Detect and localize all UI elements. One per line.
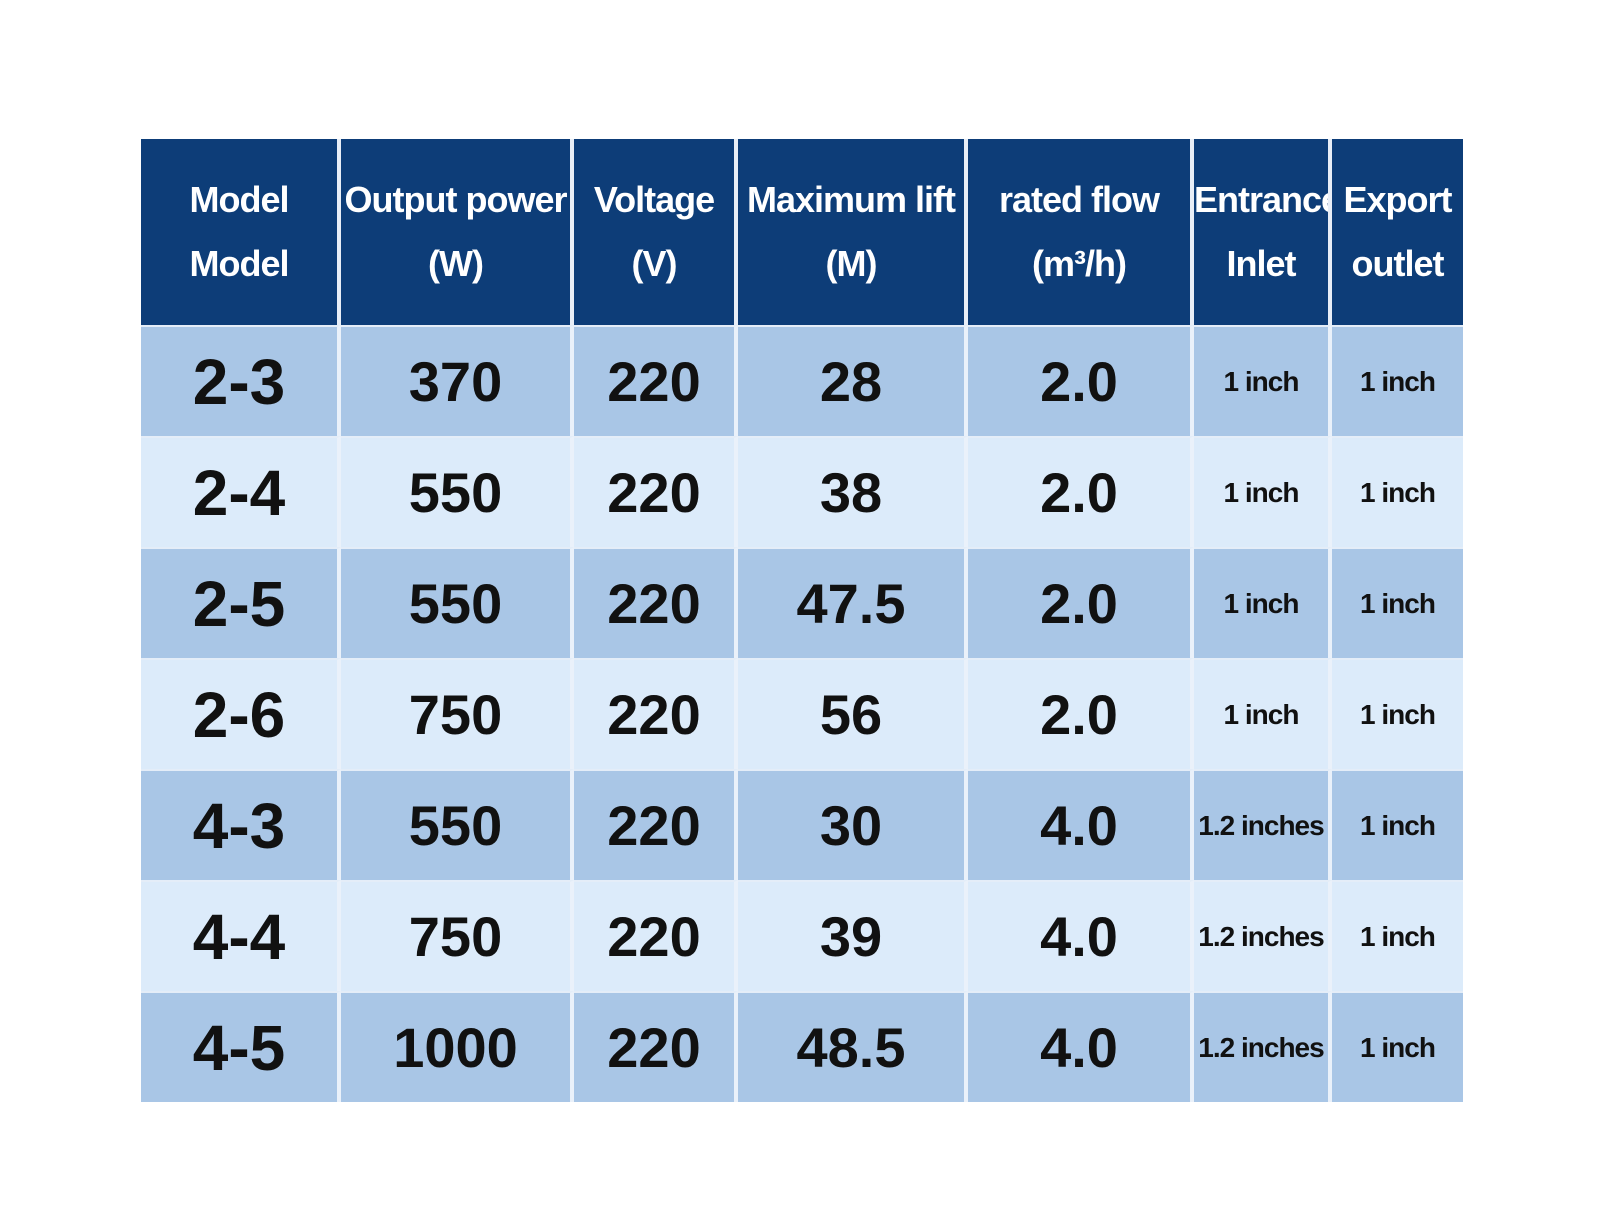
header-line1: Export — [1343, 179, 1452, 220]
header-line1: Voltage — [593, 179, 715, 220]
header-rated-flow: rated flow (m³/h) — [968, 139, 1194, 325]
cell-inlet: 1 inch — [1194, 325, 1332, 436]
cell-power: 750 — [341, 880, 574, 991]
cell-inlet: 1.2 inches — [1194, 991, 1332, 1102]
cell-lift: 28 — [738, 325, 968, 436]
cell-inlet: 1.2 inches — [1194, 880, 1332, 991]
cell-flow: 4.0 — [968, 991, 1194, 1102]
header-line2: (m³/h) — [1032, 243, 1127, 284]
cell-flow: 2.0 — [968, 658, 1194, 769]
cell-model: 4-5 — [141, 991, 341, 1102]
cell-flow: 2.0 — [968, 436, 1194, 547]
cell-lift: 39 — [738, 880, 968, 991]
header-line1: Output power — [344, 179, 568, 220]
header-line2: Model — [189, 243, 290, 284]
table-row: 2-6 750 220 56 2.0 1 inch 1 inch — [141, 658, 1463, 769]
header-line2: (W) — [428, 243, 484, 284]
table-row: 4-5 1000 220 48.5 4.0 1.2 inches 1 inch — [141, 991, 1463, 1102]
table-row: 4-3 550 220 30 4.0 1.2 inches 1 inch — [141, 769, 1463, 880]
cell-model: 2-3 — [141, 325, 341, 436]
cell-voltage: 220 — [574, 325, 738, 436]
cell-model: 4-4 — [141, 880, 341, 991]
cell-model: 2-5 — [141, 547, 341, 658]
cell-flow: 2.0 — [968, 325, 1194, 436]
cell-voltage: 220 — [574, 880, 738, 991]
cell-outlet: 1 inch — [1332, 325, 1463, 436]
header-model: Model Model — [141, 139, 341, 325]
header-row: Model Model Output power (W) Voltage (V)… — [141, 139, 1463, 325]
cell-voltage: 220 — [574, 436, 738, 547]
header-entrance-inlet: Entrance Inlet — [1194, 139, 1332, 325]
cell-voltage: 220 — [574, 658, 738, 769]
table-row: 4-4 750 220 39 4.0 1.2 inches 1 inch — [141, 880, 1463, 991]
header-line2: outlet — [1351, 243, 1445, 284]
cell-inlet: 1 inch — [1194, 547, 1332, 658]
cell-flow: 2.0 — [968, 547, 1194, 658]
cell-flow: 4.0 — [968, 769, 1194, 880]
header-line2: (M) — [825, 243, 878, 284]
pump-spec-table: Model Model Output power (W) Voltage (V)… — [141, 139, 1463, 1102]
header-voltage: Voltage (V) — [574, 139, 738, 325]
cell-inlet: 1 inch — [1194, 436, 1332, 547]
cell-outlet: 1 inch — [1332, 769, 1463, 880]
cell-model: 2-6 — [141, 658, 341, 769]
header-line2: (V) — [631, 243, 678, 284]
cell-outlet: 1 inch — [1332, 547, 1463, 658]
cell-inlet: 1 inch — [1194, 658, 1332, 769]
table-row: 2-3 370 220 28 2.0 1 inch 1 inch — [141, 325, 1463, 436]
cell-flow: 4.0 — [968, 880, 1194, 991]
header-maximum-lift: Maximum lift (M) — [738, 139, 968, 325]
table-row: 2-4 550 220 38 2.0 1 inch 1 inch — [141, 436, 1463, 547]
cell-lift: 56 — [738, 658, 968, 769]
table-row: 2-5 550 220 47.5 2.0 1 inch 1 inch — [141, 547, 1463, 658]
cell-outlet: 1 inch — [1332, 991, 1463, 1102]
cell-lift: 30 — [738, 769, 968, 880]
cell-power: 370 — [341, 325, 574, 436]
cell-power: 550 — [341, 547, 574, 658]
header-line1: Entrance — [1194, 179, 1332, 220]
cell-voltage: 220 — [574, 991, 738, 1102]
cell-model: 2-4 — [141, 436, 341, 547]
cell-power: 550 — [341, 436, 574, 547]
cell-outlet: 1 inch — [1332, 658, 1463, 769]
header-output-power: Output power (W) — [341, 139, 574, 325]
cell-lift: 38 — [738, 436, 968, 547]
cell-voltage: 220 — [574, 769, 738, 880]
cell-outlet: 1 inch — [1332, 880, 1463, 991]
header-line1: Model — [189, 179, 290, 220]
cell-inlet: 1.2 inches — [1194, 769, 1332, 880]
cell-lift: 48.5 — [738, 991, 968, 1102]
header-line1: Maximum lift — [746, 179, 956, 220]
cell-voltage: 220 — [574, 547, 738, 658]
header-export-outlet: Export outlet — [1332, 139, 1463, 325]
cell-lift: 47.5 — [738, 547, 968, 658]
header-line2: Inlet — [1226, 243, 1296, 284]
header-line1: rated flow — [998, 179, 1160, 220]
cell-power: 550 — [341, 769, 574, 880]
cell-power: 1000 — [341, 991, 574, 1102]
cell-power: 750 — [341, 658, 574, 769]
cell-outlet: 1 inch — [1332, 436, 1463, 547]
cell-model: 4-3 — [141, 769, 341, 880]
